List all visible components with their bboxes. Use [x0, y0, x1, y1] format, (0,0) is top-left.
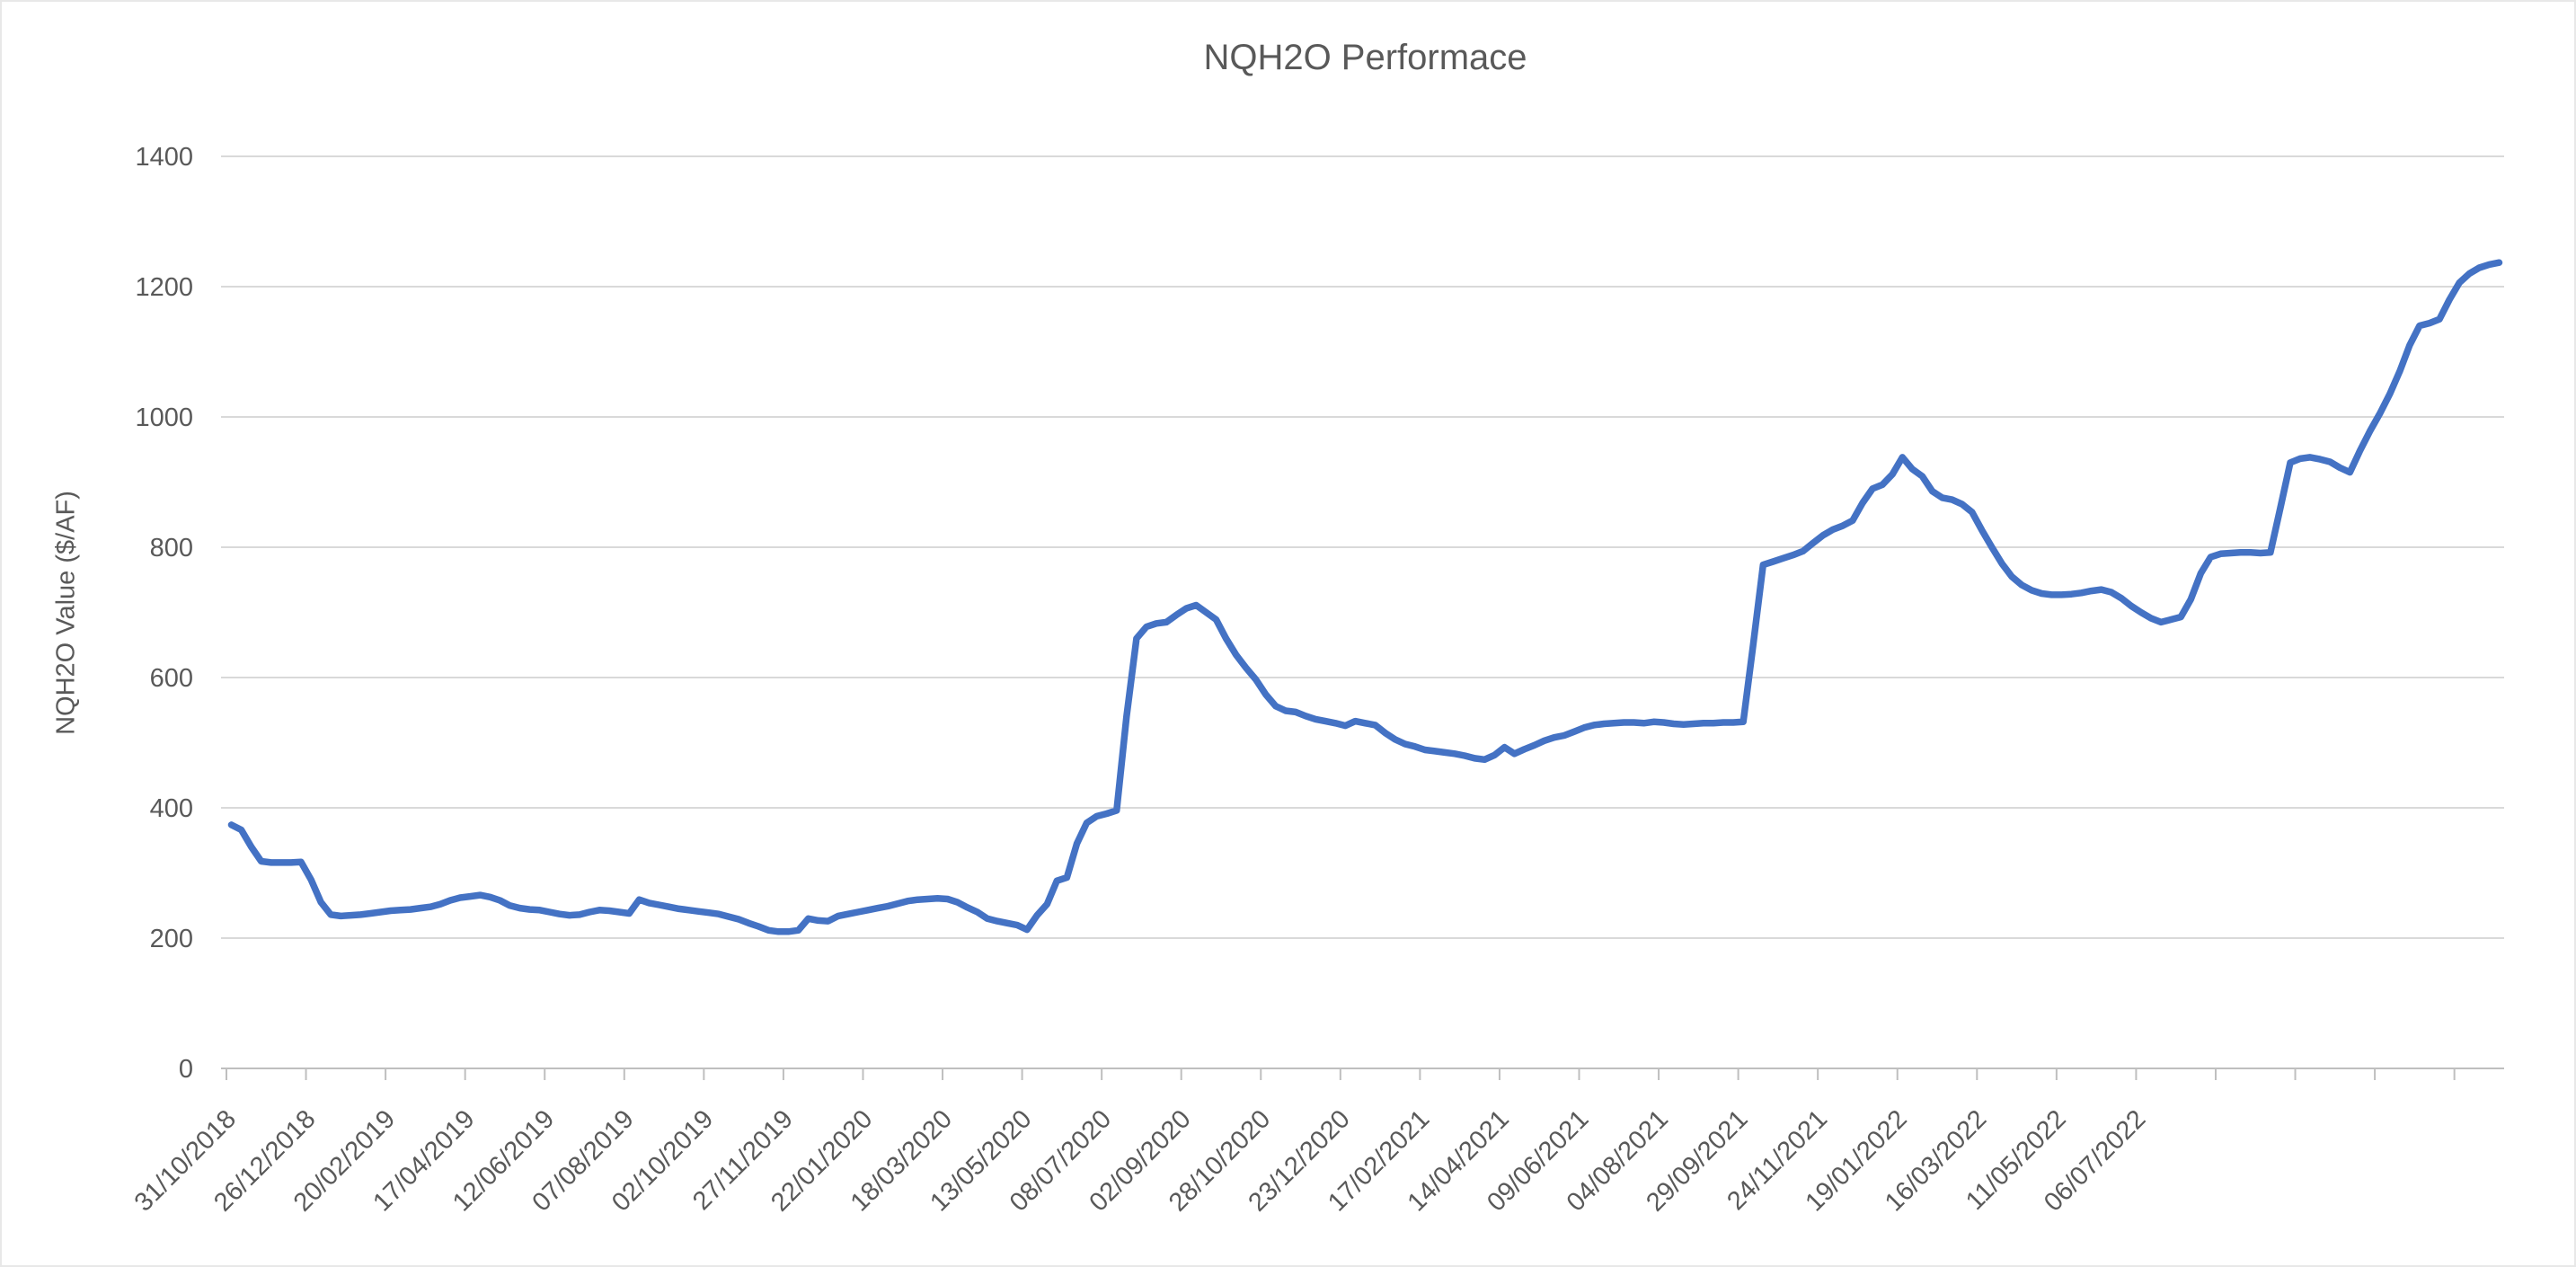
y-tick-label-400: 400: [150, 794, 193, 823]
y-tick-label-800: 800: [150, 534, 193, 563]
y-tick-label-1000: 1000: [135, 403, 193, 432]
y-tick-label-600: 600: [150, 664, 193, 693]
y-tick-label-1400: 1400: [135, 143, 193, 172]
nqh2o-series-line[interactable]: [227, 259, 2503, 935]
y-tick-label-0: 0: [179, 1055, 193, 1084]
y-tick-label-1200: 1200: [135, 273, 193, 302]
chart-title: NQH2O Performace: [1203, 38, 1527, 77]
y-tick-label-200: 200: [150, 925, 193, 953]
